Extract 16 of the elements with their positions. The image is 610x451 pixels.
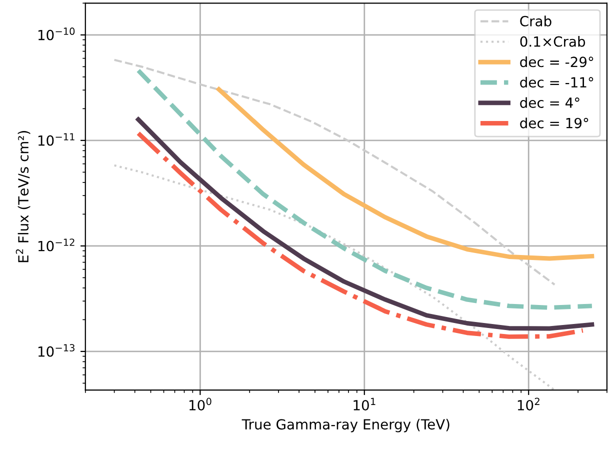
legend-label: dec = 19° [520, 118, 588, 128]
x-axis-title: True Gamma-ray Energy (TeV) [242, 418, 450, 432]
line-series [136, 68, 594, 310]
legend-label: Crab [520, 16, 552, 26]
legend-label: 0.1×Crab [520, 36, 586, 47]
legend-label: dec = -11° [520, 76, 594, 88]
y-tick-label: 10$^{−11}$ [38, 133, 74, 146]
legend-label: dec = -29° [520, 56, 594, 68]
y-tick-label: 10$^{−12}$ [38, 238, 74, 252]
y-axis-title: E$^{2}$ Flux (TeV/s cm²) [16, 131, 30, 262]
x-tick-label: 10$^{0}$ [189, 398, 212, 410]
x-tick-label: 10$^{1}$ [354, 398, 376, 410]
x-tick-label: 10$^{2}$ [518, 398, 540, 410]
y-tick-label: 10$^{−10}$ [38, 28, 75, 40]
y-tick-label: 10$^{−13}$ [38, 344, 74, 357]
legend-label: dec = 4° [520, 97, 580, 108]
